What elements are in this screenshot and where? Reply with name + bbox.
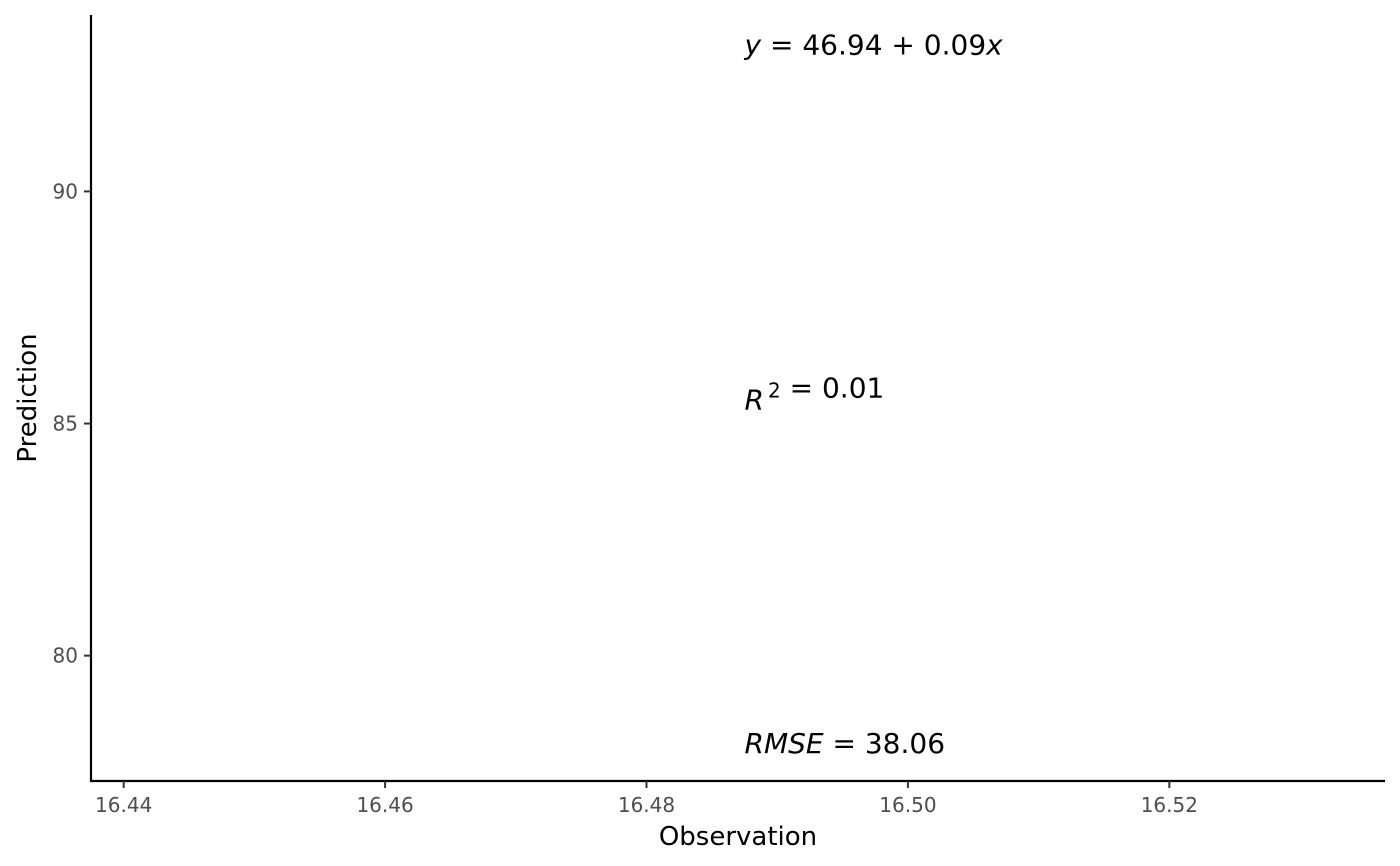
y-tick-label: 85 (53, 412, 78, 436)
annotation-part: RMSE (745, 727, 824, 760)
x-tick-label: 16.52 (1141, 793, 1198, 817)
annotation-part: R (745, 384, 764, 417)
annotation-equation: y = 46.94 + 0.09x (744, 28, 1004, 61)
x-tick-label: 16.46 (356, 793, 413, 817)
x-tick-label: 16.44 (95, 793, 152, 817)
y-tick-label: 80 (53, 644, 78, 668)
y-tick-label: 90 (53, 179, 78, 203)
x-tick-label: 16.50 (879, 793, 936, 817)
annotation-part: = 0.01 (781, 372, 885, 405)
annotation-part: = 38.06 (824, 727, 945, 760)
annotation-part: 2 (768, 379, 781, 403)
y-axis-title: Prediction (13, 333, 43, 462)
annotation-part: y (744, 28, 762, 61)
ticks: 16.44 16.46 16.48 16.50 16.52 80 85 90 (53, 179, 1198, 817)
axes (89, 15, 1385, 783)
annotation-part: = 46.94 + 0.09 (761, 28, 986, 61)
annotation-rmse: RMSE = 38.06 (745, 727, 946, 760)
x-axis-title: Observation (659, 822, 817, 852)
axis-titles: Observation Prediction (13, 333, 817, 852)
x-tick-label: 16.48 (618, 793, 675, 817)
annotation-part: x (985, 28, 1003, 61)
annotations: y = 46.94 + 0.09x R 2 = 0.01 RMSE = 38.06 (744, 28, 1004, 760)
